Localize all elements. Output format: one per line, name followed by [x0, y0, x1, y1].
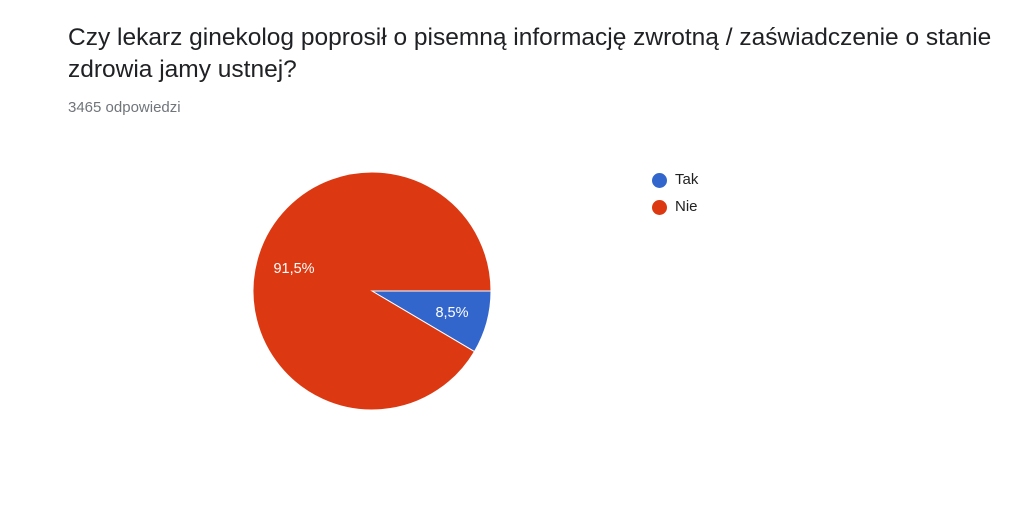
- legend-item-tak[interactable]: Tak: [652, 171, 698, 189]
- legend-swatch-tak: [652, 172, 667, 188]
- pie-slice-nie[interactable]: [252, 171, 492, 411]
- slice-label-tak: 8,5%: [435, 305, 468, 321]
- response-count: 3465 odpowiedzi: [68, 99, 181, 116]
- pie-slices: [252, 171, 492, 411]
- legend-label-tak: Tak: [675, 171, 699, 188]
- legend-label-nie: Nie: [675, 198, 698, 215]
- pie-labels: 8,5% 91,5%: [273, 261, 468, 321]
- slice-label-nie: 91,5%: [273, 261, 314, 277]
- legend-swatch-nie: [652, 199, 667, 215]
- chart-legend: Tak Nie: [652, 171, 698, 225]
- question-title: Czy lekarz ginekolog poprosił o pisemną …: [68, 24, 992, 83]
- legend-item-nie[interactable]: Nie: [652, 198, 698, 216]
